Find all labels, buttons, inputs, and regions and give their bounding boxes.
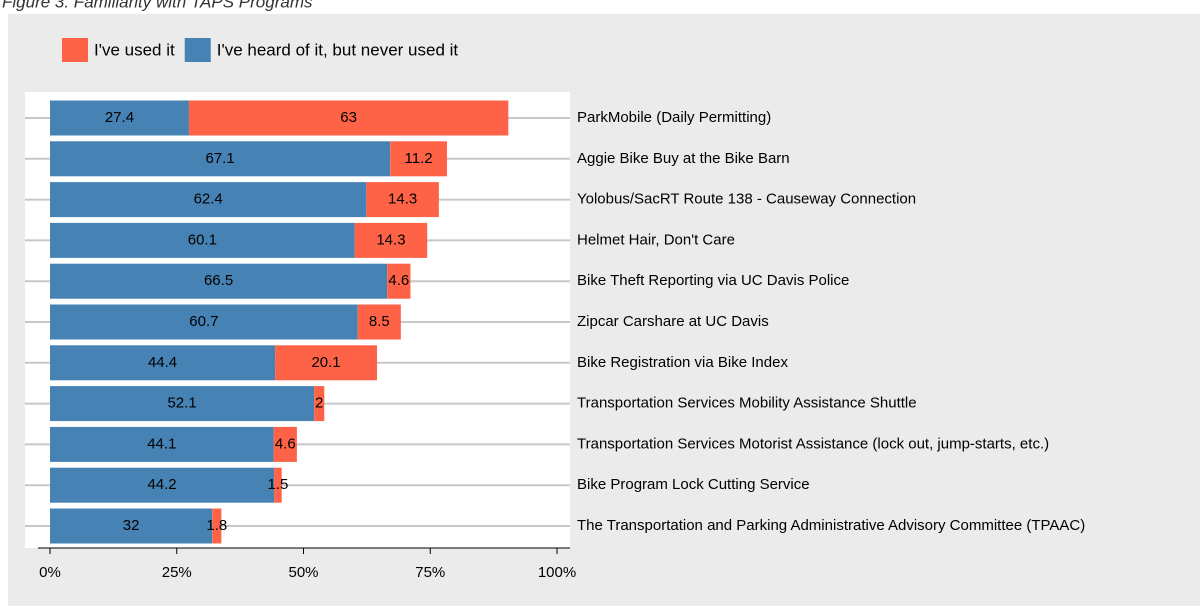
legend-label: I've heard of it, but never used it <box>217 40 459 59</box>
bar-segment <box>188 100 509 136</box>
data-label: 66.5 <box>204 272 233 289</box>
category-label: Aggie Bike Buy at the Bike Barn <box>577 150 790 167</box>
bar-segment <box>50 141 391 177</box>
data-label: 60.1 <box>188 231 217 248</box>
data-label: 32 <box>123 517 140 534</box>
data-label: 62.4 <box>194 191 223 208</box>
category-label: Bike Program Lock Cutting Service <box>577 476 810 493</box>
category-label: Transportation Services Motorist Assista… <box>577 435 1049 452</box>
bar-segment <box>275 345 378 381</box>
data-label: 1.5 <box>267 476 288 493</box>
category-label: Yolobus/SacRT Route 138 - Causeway Conne… <box>577 191 916 208</box>
category-label: Zipcar Carshare at UC Davis <box>577 313 769 330</box>
data-label: 44.4 <box>148 354 177 371</box>
data-label: 1.8 <box>206 517 227 534</box>
x-tick-label: 100% <box>538 564 576 581</box>
bar-segment <box>50 100 189 136</box>
x-tick-label: 25% <box>162 564 192 581</box>
data-label: 14.3 <box>388 191 417 208</box>
data-label: 20.1 <box>311 354 340 371</box>
legend-label: I've used it <box>94 40 175 59</box>
data-label: 60.7 <box>189 313 218 330</box>
bar-segment <box>390 141 447 177</box>
data-label: 27.4 <box>105 109 134 126</box>
bar-segment <box>50 508 213 544</box>
data-label: 44.1 <box>147 435 176 452</box>
data-label: 14.3 <box>376 231 405 248</box>
bar-segment <box>366 182 439 218</box>
bar-segment <box>212 508 222 544</box>
data-label: 52.1 <box>167 395 196 412</box>
data-label: 11.2 <box>405 150 433 167</box>
bar-segment <box>50 467 275 503</box>
x-tick-label: 75% <box>415 564 445 581</box>
x-tick-label: 50% <box>288 564 318 581</box>
data-label: 2 <box>315 395 323 412</box>
x-tick-label: 0% <box>39 564 61 581</box>
bar-segment <box>50 426 274 462</box>
category-label: The Transportation and Parking Administr… <box>577 517 1085 534</box>
category-label: ParkMobile (Daily Permitting) <box>577 109 771 126</box>
bar-segment <box>50 182 367 218</box>
data-label: 44.2 <box>147 476 176 493</box>
category-label: Transportation Services Mobility Assista… <box>577 395 917 412</box>
bar-segment <box>50 304 358 340</box>
bar-segment <box>314 386 325 422</box>
bar-segment <box>273 426 297 462</box>
category-label: Helmet Hair, Don't Care <box>577 231 735 248</box>
bar-segment <box>50 263 388 299</box>
bar-segment <box>50 222 355 258</box>
data-label: 4.6 <box>275 435 296 452</box>
bar-segment <box>50 386 315 422</box>
category-label: Bike Registration via Bike Index <box>577 354 788 371</box>
bar-segment <box>387 263 411 299</box>
bar-segment <box>50 345 276 381</box>
category-label: Bike Theft Reporting via UC Davis Police <box>577 272 849 289</box>
legend-swatch <box>62 38 88 62</box>
bar-segment <box>357 304 401 340</box>
legend-swatch <box>184 38 211 62</box>
data-label: 63 <box>340 109 357 126</box>
bar-segment <box>354 222 428 258</box>
data-label: 4.6 <box>388 272 409 289</box>
data-label: 8.5 <box>369 313 390 330</box>
chart-title: Figure 3. Familiarity with TAPS Programs <box>2 0 313 11</box>
data-label: 67.1 <box>205 150 234 167</box>
bar-segment <box>274 467 282 503</box>
